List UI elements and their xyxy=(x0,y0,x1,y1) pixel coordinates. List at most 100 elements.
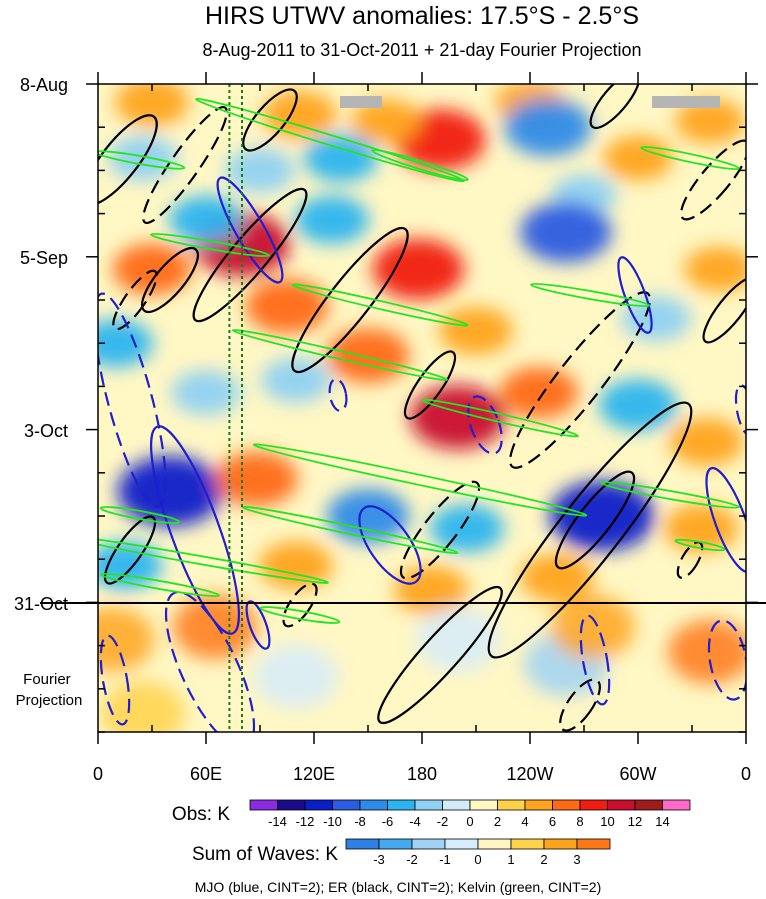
colorbar-swatch xyxy=(579,799,608,811)
colorbar-swatch xyxy=(543,838,578,850)
kelvin-contour xyxy=(98,150,186,170)
x-tick-label: 120W xyxy=(506,764,553,784)
er-contours-negative xyxy=(112,105,746,732)
mjo-contour xyxy=(99,634,131,726)
anomaly-patch xyxy=(326,328,410,383)
chart-title: HIRS UTWV anomalies: 17.5°S - 2.5°S xyxy=(205,2,639,30)
anomaly-patch xyxy=(117,456,223,527)
chart-subtitle: 8-Aug-2011 to 31-Oct-2011 + 21-day Fouri… xyxy=(202,40,641,60)
colorbar-swatch xyxy=(304,799,333,811)
anomaly-patch xyxy=(261,357,331,403)
colorbar-swatch xyxy=(469,799,498,811)
kelvin-contour xyxy=(231,329,449,381)
anomaly-patch xyxy=(410,385,506,450)
anomaly-patch xyxy=(326,488,410,544)
anomaly-patch xyxy=(295,195,369,244)
er-contour xyxy=(554,470,636,570)
obs-colorbar: -14 -12 -10 -8 -6 -4 -2 0 2 4 6 8 10 12 14 xyxy=(249,799,691,829)
colorbar-tick-label: 3 xyxy=(573,852,580,867)
x-tick-label: 120E xyxy=(293,764,335,784)
colorbar-swatch xyxy=(277,799,306,811)
mjo-contour xyxy=(245,600,271,650)
colorbar-tick-label: 1 xyxy=(507,852,514,867)
kelvin-contour xyxy=(600,481,740,509)
anomaly-patch xyxy=(101,681,185,732)
colorbar-tick-label: 14 xyxy=(655,814,669,829)
anomaly-patch xyxy=(668,619,746,684)
anomaly-patch xyxy=(173,595,257,660)
colorbar-swatch xyxy=(442,799,471,811)
colorbar-swatch xyxy=(345,838,380,850)
colorbar-swatch xyxy=(524,799,553,811)
obs-colorbar-label: Obs: K xyxy=(172,804,230,825)
er-contour xyxy=(680,139,746,221)
colorbar-tick-label: 10 xyxy=(600,814,614,829)
anomaly-patch xyxy=(394,566,468,615)
kelvin-contours xyxy=(98,97,740,624)
anomaly-patch xyxy=(245,278,329,334)
er-contour xyxy=(559,678,601,732)
er-contour xyxy=(192,187,308,323)
anomaly-patch xyxy=(171,370,241,415)
anomaly-patch xyxy=(416,607,500,672)
colorbar-swatch xyxy=(576,838,611,850)
anomaly-patch xyxy=(684,246,746,292)
colorbar-tick-label: 0 xyxy=(466,814,473,829)
colorbar-tick-label: 2 xyxy=(494,814,501,829)
x-tick-marks xyxy=(97,72,747,744)
colorbar-tick-label: 12 xyxy=(628,814,642,829)
colorbar-swatch xyxy=(387,799,416,811)
anomaly-patch xyxy=(304,134,378,183)
colorbar-swatch xyxy=(552,799,581,811)
colorbar-swatch xyxy=(378,838,413,850)
waves-colorbar-label: Sum of Waves: K xyxy=(192,844,338,865)
kelvin-contour xyxy=(674,538,726,552)
colorbar-tick-label: -12 xyxy=(296,814,315,829)
colorbar-tick-label: -6 xyxy=(382,814,394,829)
colorbar-swatch xyxy=(607,799,636,811)
er-contour xyxy=(141,246,199,314)
er-contour xyxy=(487,401,693,659)
kelvin-contour xyxy=(371,148,469,182)
colorbar-tick-label: 6 xyxy=(549,814,556,829)
kelvin-contour xyxy=(259,606,341,624)
anomaly-patch xyxy=(98,607,155,672)
kelvin-contour xyxy=(291,283,469,327)
er-contour xyxy=(399,480,481,580)
kelvin-contour xyxy=(530,282,650,308)
anomaly-patch xyxy=(520,201,612,263)
colorbar-swatch xyxy=(249,799,278,811)
anomaly-patch xyxy=(115,84,189,127)
colorbar-swatch xyxy=(359,799,388,811)
y-tick-marks xyxy=(86,83,758,733)
mjo-contour xyxy=(734,384,746,436)
anomaly-patch xyxy=(439,306,513,355)
kelvin-contour xyxy=(100,572,220,598)
kelvin-contour xyxy=(421,398,579,438)
mjo-contour xyxy=(98,292,167,508)
colorbar-swatch xyxy=(634,799,663,811)
colorbar-swatch xyxy=(444,838,479,850)
anomaly-patch xyxy=(112,243,192,295)
anomaly-patch xyxy=(215,451,298,507)
anomaly-patch xyxy=(504,98,592,156)
anomaly-patch xyxy=(669,417,744,466)
projection-label: Fourier Projection xyxy=(16,671,83,709)
kelvin-contour xyxy=(150,232,270,258)
colorbar-swatch xyxy=(411,838,446,850)
y-tick-label: 31-Oct xyxy=(14,594,68,614)
missing-data-block xyxy=(340,96,382,108)
er-contour xyxy=(112,269,158,331)
y-tick-label: 5-Sep xyxy=(20,248,68,268)
colorbar-swatch xyxy=(497,799,526,811)
projection-label-line: Fourier xyxy=(23,671,71,688)
er-contours xyxy=(98,84,746,725)
colorbar-swatch xyxy=(414,799,443,811)
kelvin-contour xyxy=(640,145,740,171)
anomaly-patch xyxy=(603,135,673,181)
kelvin-contour xyxy=(99,506,181,524)
mjo-contour xyxy=(150,425,240,635)
x-tick-label: 60W xyxy=(619,764,656,784)
colorbar-swatch xyxy=(332,799,361,811)
er-contour xyxy=(98,114,158,206)
